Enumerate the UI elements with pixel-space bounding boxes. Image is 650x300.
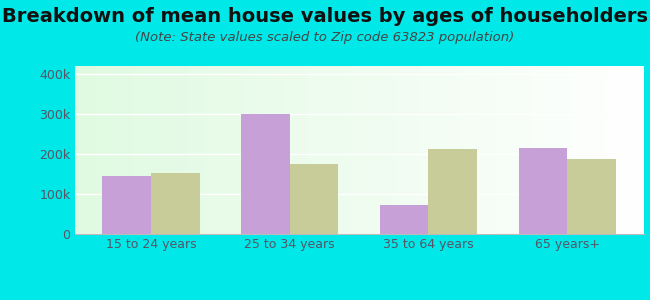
Bar	[241, 114, 290, 234]
Bar	[428, 149, 477, 234]
Bar	[151, 173, 200, 234]
Legend: Zip code 63823, Missouri: Zip code 63823, Missouri	[227, 296, 491, 300]
Bar	[380, 205, 428, 234]
Bar	[290, 164, 338, 234]
Bar	[519, 148, 567, 234]
Bar	[103, 176, 151, 234]
Text: Breakdown of mean house values by ages of householders: Breakdown of mean house values by ages o…	[2, 8, 648, 26]
Text: (Note: State values scaled to Zip code 63823 population): (Note: State values scaled to Zip code 6…	[135, 32, 515, 44]
Bar	[567, 159, 616, 234]
